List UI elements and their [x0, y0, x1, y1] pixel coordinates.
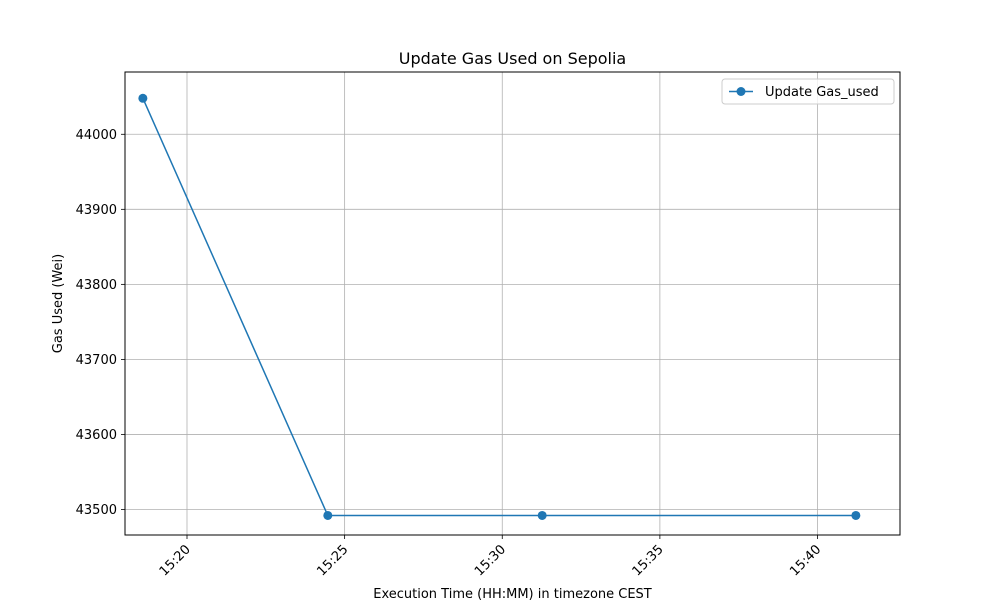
legend-marker-swatch — [736, 87, 746, 96]
y-tick-label: 43500 — [76, 503, 117, 518]
data-point — [323, 510, 333, 520]
data-point — [138, 93, 148, 103]
y-tick-label: 44000 — [76, 128, 117, 143]
y-axis-label: Gas Used (Wei) — [51, 254, 66, 353]
data-point — [537, 510, 547, 520]
plot-area-frame — [124, 71, 901, 536]
y-tick-label: 43800 — [76, 278, 117, 293]
chart-title: Update Gas Used on Sepolia — [399, 49, 626, 68]
grid-lines — [125, 72, 900, 535]
legend-label: Update Gas_used — [765, 85, 879, 100]
series-layer — [138, 93, 861, 520]
legend: Update Gas_used — [721, 78, 895, 105]
y-tick-label: 43900 — [76, 203, 117, 218]
data-point — [851, 510, 861, 520]
x-axis-label: Execution Time (HH:MM) in timezone CEST — [373, 587, 652, 600]
y-tick-label: 43600 — [76, 428, 117, 443]
legend-box — [721, 78, 895, 105]
y-tick-label: 43700 — [76, 353, 117, 368]
series-line — [142, 97, 856, 517]
